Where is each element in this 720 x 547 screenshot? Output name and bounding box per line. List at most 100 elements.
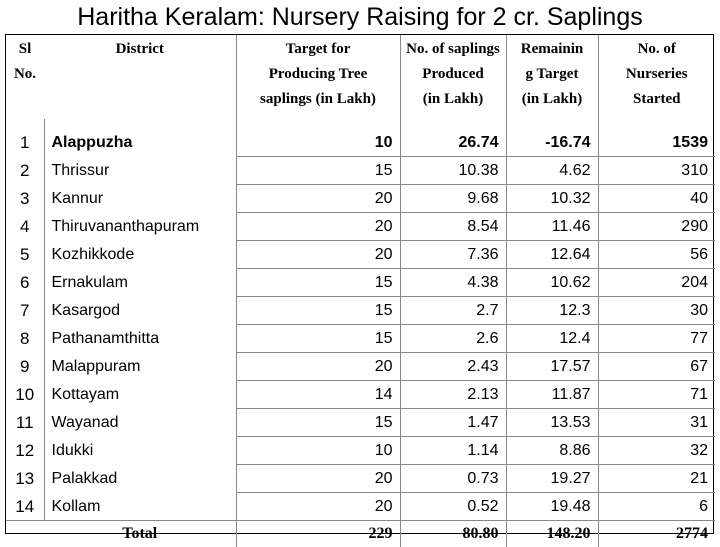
cell-produced: 26.74 [400,119,506,157]
total-remaining: 148.20 [506,521,598,547]
header-produced: No. of saplings Produced (in Lakh) [400,35,506,119]
cell-produced: 2.13 [400,381,506,409]
cell-remaining: 11.87 [506,381,598,409]
cell-sl: 6 [6,269,44,297]
cell-produced: 2.43 [400,353,506,381]
cell-district: Kasargod [44,297,236,325]
cell-district: Kozhikkode [44,241,236,269]
cell-sl: 5 [6,241,44,269]
header-remaining: Remainin g Target (in Lakh) [506,35,598,119]
cell-sl: 2 [6,157,44,185]
cell-district: Thrissur [44,157,236,185]
cell-nurseries: 1539 [598,119,715,157]
header-sl: Sl No. [6,35,44,119]
cell-remaining: 12.3 [506,297,598,325]
cell-sl: 11 [6,409,44,437]
cell-remaining: 12.64 [506,241,598,269]
cell-district: Kannur [44,185,236,213]
total-label: Total [44,521,236,547]
cell-nurseries: 40 [598,185,715,213]
cell-target: 15 [236,297,400,325]
cell-produced: 0.73 [400,465,506,493]
cell-target: 20 [236,185,400,213]
cell-produced: 1.14 [400,437,506,465]
cell-nurseries: 290 [598,213,715,241]
cell-produced: 8.54 [400,213,506,241]
cell-nurseries: 71 [598,381,715,409]
cell-sl: 1 [6,119,44,157]
cell-target: 20 [236,241,400,269]
page-title: Haritha Keralam: Nursery Raising for 2 c… [0,0,720,34]
cell-sl: 12 [6,437,44,465]
cell-remaining: 10.32 [506,185,598,213]
cell-target: 20 [236,213,400,241]
cell-target: 10 [236,119,400,157]
total-nurseries: 2774 [598,521,715,547]
cell-produced: 4.38 [400,269,506,297]
nursery-table: Sl No. District Target for Producing Tre… [6,35,715,547]
cell-produced: 7.36 [400,241,506,269]
cell-sl: 9 [6,353,44,381]
cell-target: 20 [236,353,400,381]
cell-nurseries: 6 [598,493,715,521]
cell-produced: 9.68 [400,185,506,213]
cell-nurseries: 56 [598,241,715,269]
cell-remaining: -16.74 [506,119,598,157]
cell-district: Palakkad [44,465,236,493]
cell-remaining: 19.27 [506,465,598,493]
cell-produced: 1.47 [400,409,506,437]
cell-nurseries: 77 [598,325,715,353]
cell-target: 20 [236,493,400,521]
cell-target: 10 [236,437,400,465]
cell-remaining: 10.62 [506,269,598,297]
total-target: 229 [236,521,400,547]
cell-sl: 13 [6,465,44,493]
cell-nurseries: 32 [598,437,715,465]
cell-sl: 4 [6,213,44,241]
cell-district: Wayanad [44,409,236,437]
cell-remaining: 17.57 [506,353,598,381]
nursery-table-container: Sl No. District Target for Producing Tre… [5,34,714,534]
cell-target: 15 [236,157,400,185]
cell-district: Malappuram [44,353,236,381]
cell-district: Kottayam [44,381,236,409]
cell-sl: 10 [6,381,44,409]
cell-target: 14 [236,381,400,409]
cell-district: Pathanamthitta [44,325,236,353]
cell-district: Ernakulam [44,269,236,297]
cell-produced: 0.52 [400,493,506,521]
cell-district: Idukki [44,437,236,465]
cell-remaining: 4.62 [506,157,598,185]
cell-produced: 2.6 [400,325,506,353]
cell-remaining: 19.48 [506,493,598,521]
cell-district: Alappuzha [44,119,236,157]
total-row: Total 229 80.80 148.20 2774 [6,521,715,547]
cell-nurseries: 21 [598,465,715,493]
cell-target: 15 [236,325,400,353]
cell-target: 15 [236,409,400,437]
cell-produced: 10.38 [400,157,506,185]
cell-target: 20 [236,465,400,493]
cell-sl: 8 [6,325,44,353]
cell-sl: 7 [6,297,44,325]
cell-remaining: 13.53 [506,409,598,437]
cell-nurseries: 67 [598,353,715,381]
cell-nurseries: 310 [598,157,715,185]
cell-produced: 2.7 [400,297,506,325]
header-row: Sl No. District Target for Producing Tre… [6,35,715,119]
header-district: District [44,35,236,119]
